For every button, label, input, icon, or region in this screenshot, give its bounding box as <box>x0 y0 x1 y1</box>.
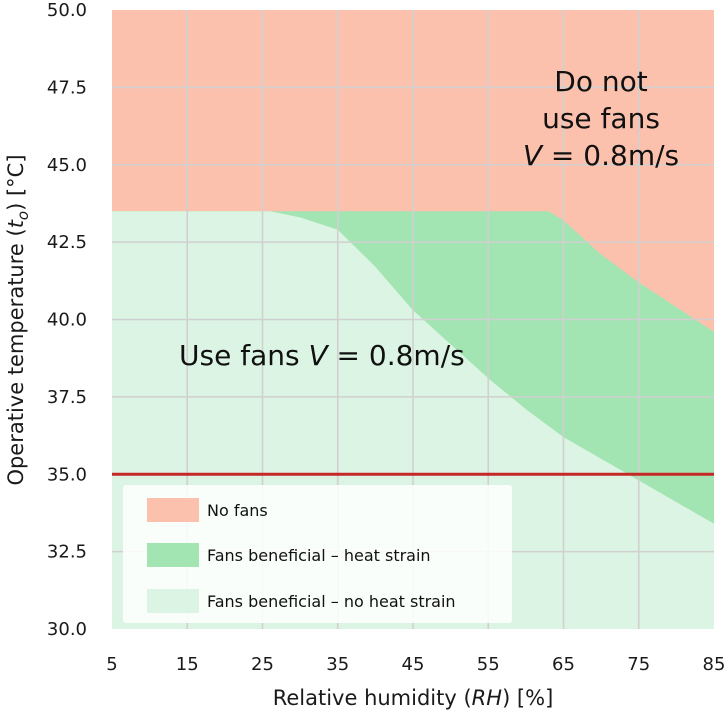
annotation-use-fans: Use fans V = 0.8m/s <box>179 339 465 372</box>
x-tick-label: 65 <box>552 654 575 675</box>
annotation-do-not-use-fans: Do not use fans V = 0.8m/s <box>523 65 679 172</box>
y-tick-label: 42.5 <box>47 232 87 253</box>
y-tick-label: 47.5 <box>47 77 87 98</box>
x-tick-label: 35 <box>326 654 349 675</box>
svg-text:use fans: use fans <box>542 102 660 135</box>
legend-label-no-heat-strain: Fans beneficial – no heat strain <box>207 592 456 611</box>
y-tick-label: 40.0 <box>47 310 87 331</box>
y-tick-label: 37.5 <box>47 387 87 408</box>
legend-swatch-no-heat-strain <box>147 589 199 613</box>
legend-box <box>123 485 512 623</box>
x-tick-label: 85 <box>703 654 726 675</box>
x-tick-label: 5 <box>106 654 117 675</box>
y-tick-label: 30.0 <box>47 619 87 640</box>
y-tick-label: 45.0 <box>47 155 87 176</box>
y-tick-label: 50.0 <box>47 0 87 21</box>
x-tick-label: 75 <box>627 654 650 675</box>
x-tick-label: 15 <box>176 654 199 675</box>
x-tick-label: 45 <box>402 654 425 675</box>
y-axis-label: Operative temperature (to) [°C] <box>4 154 32 485</box>
x-axis-label: Relative humidity (RH) [%] <box>273 686 554 710</box>
legend-swatch-heat-strain <box>147 543 199 567</box>
legend-label-heat-strain: Fans beneficial – heat strain <box>207 546 431 565</box>
y-tick-label: 35.0 <box>47 464 87 485</box>
svg-text:Do not: Do not <box>554 65 647 98</box>
x-tick-label: 55 <box>477 654 500 675</box>
y-axis: 30.0 32.5 35.0 37.5 40.0 42.5 45.0 47.5 50.0 <box>47 0 87 640</box>
svg-text:V = 0.8m/s: V = 0.8m/s <box>523 139 679 172</box>
legend-label-no-fans: No fans <box>207 501 268 520</box>
legend-swatch-no-fans <box>147 498 199 522</box>
x-axis: 5 15 25 35 45 55 65 75 85 <box>106 654 725 675</box>
y-tick-label: 32.5 <box>47 542 87 563</box>
x-tick-label: 25 <box>251 654 274 675</box>
svg-text:Use fans V = 0.8m/s: Use fans V = 0.8m/s <box>179 339 465 372</box>
legend: No fans Fans beneficial – heat strain Fa… <box>123 485 512 623</box>
